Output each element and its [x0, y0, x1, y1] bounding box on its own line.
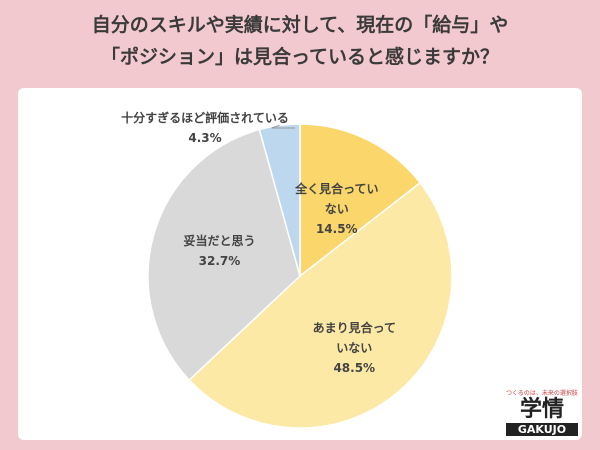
category-label: あまり見合っていない — [312, 320, 396, 355]
category-label: 十分すぎるほど評価されている — [121, 111, 289, 125]
slice-label: 十分すぎるほど評価されている 4.3% — [115, 108, 295, 148]
value-label: 4.3% — [188, 131, 222, 145]
pie-slice — [188, 181, 453, 429]
category-label: 全く見合っていない — [295, 181, 379, 216]
leader-line — [271, 124, 295, 129]
value-label: 32.7% — [198, 254, 241, 269]
logo-mark: 学情 — [519, 397, 564, 422]
category-label: 妥当だと思う — [183, 234, 256, 249]
logo: つくるのは、未来の選択肢 学情 GAKUJO — [506, 388, 578, 436]
pie-slice — [147, 128, 301, 382]
chart-title: 「ポジション」は見合っていると感じますか？ — [100, 46, 500, 68]
logo-tagline: つくるのは、未来の選択肢 — [506, 390, 578, 397]
slice-label: 全く見合っていない 14.5% — [294, 179, 380, 239]
slice-label: 妥当だと思う 32.7% — [177, 231, 263, 271]
chart-title: 自分のスキルや実績に対して、現在の「給与」や — [91, 14, 509, 36]
value-label: 48.5% — [333, 360, 376, 375]
slice-label: あまり見合っていない 48.5% — [311, 318, 397, 378]
logo-name: GAKUJO — [506, 423, 578, 436]
value-label: 14.5% — [315, 221, 358, 236]
pie-slice — [258, 123, 301, 277]
pie-slice — [299, 123, 422, 278]
